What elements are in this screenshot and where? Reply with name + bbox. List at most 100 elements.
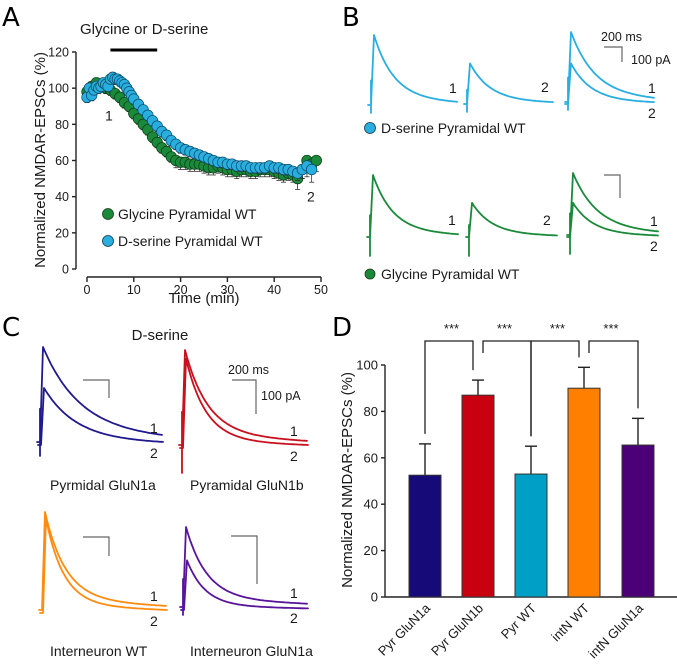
legend-label-glycine: Glycine Pyramidal WT — [381, 266, 520, 282]
time-point-label-1: 1 — [105, 107, 113, 123]
scale-bar-glycine — [604, 174, 621, 198]
legend-label-glycine: Glycine Pyramidal WT — [118, 206, 257, 222]
legend-label-dserine: D-serine Pyramidal WT — [381, 120, 526, 136]
panel-letter-d: D — [332, 313, 352, 343]
scale-bar — [604, 46, 623, 62]
panel-letter-a: A — [2, 3, 20, 33]
y-tick-label: 120 — [48, 46, 69, 60]
bar — [408, 474, 442, 598]
panel-letter-c: C — [2, 313, 20, 343]
scale-bar — [231, 535, 258, 584]
epsc-trace-after — [39, 518, 168, 614]
treatment-annotation: Glycine or D-serine — [80, 21, 208, 38]
panel-c: C D-serine 1 2 Pyrmidal GluN1a 1 2 Pyramidal … — [2, 313, 313, 659]
panel-a-axes: 0 20 40 60 80 100 120 0 10 20 30 40 50 — [48, 46, 328, 298]
epsc-trace-before — [36, 346, 163, 457]
epsc-trace-after — [465, 202, 558, 257]
epsc-trace-overlay-before — [564, 31, 655, 111]
trace-label: 2 — [541, 79, 549, 95]
y-tick-label: 100 — [48, 82, 69, 96]
series-dserine — [81, 71, 318, 183]
panel-b-scalebar: 200 ms 100 pA — [601, 30, 671, 67]
scale-amplitude-label: 100 pA — [631, 53, 671, 67]
x-tick-label: 20 — [174, 283, 188, 297]
bar — [621, 444, 655, 598]
scale-time-label: 200 ms — [228, 363, 269, 377]
scale-bar — [83, 379, 110, 398]
trace-cell: 1 2 Interneuron GluN1a — [179, 526, 313, 659]
panel-d-y-axis-label: Normalized NMDAR-EPSCs (%) — [339, 372, 356, 588]
trace-label: 2 — [150, 445, 158, 461]
scale-time-label: 200 ms — [601, 30, 642, 44]
panel-b-row-glycine: 1 2 1 2 — [366, 172, 659, 257]
significance-label: *** — [550, 321, 565, 336]
y-tick-label: 80 — [55, 118, 69, 132]
panel-b-row-dserine: 1 2 1 2 — [367, 31, 656, 121]
trace-label: 2 — [650, 238, 658, 254]
significance-label: *** — [497, 321, 512, 336]
y-tick-label: 40 — [55, 190, 69, 204]
trace-label: 2 — [648, 105, 656, 121]
epsc-trace-before — [179, 526, 308, 616]
scale-bar — [232, 379, 257, 414]
epsc-trace-overlay-after — [564, 62, 655, 105]
panel-b-legend: D-serine Pyramidal WT Glycine Pyramidal … — [364, 120, 526, 282]
y-tick-label: 80 — [364, 404, 378, 419]
panel-a-legend: Glycine Pyramidal WT D-serine Pyramidal … — [102, 206, 263, 249]
significance-label: *** — [603, 321, 618, 336]
trace-label: 1 — [150, 588, 158, 604]
significance-bracket — [424, 340, 474, 434]
trace-label: 1 — [650, 213, 658, 229]
x-tick-label: 30 — [220, 283, 234, 297]
panel-a-y-axis-label: Normalized NMDAR-EPSCs (%) — [32, 52, 49, 268]
epsc-trace-overlay-before — [566, 172, 659, 255]
y-tick-label: 20 — [364, 543, 378, 558]
significance-bracket — [588, 340, 639, 409]
significance-label: *** — [444, 321, 459, 336]
cell-type-label: Pyrmidal GluN1a — [50, 477, 156, 493]
bar — [514, 473, 548, 598]
x-tick-label: Pyr GluN1b — [428, 601, 486, 659]
x-tick-label: 50 — [314, 283, 328, 297]
x-tick-label: 0 — [84, 283, 91, 297]
epsc-trace-after — [180, 559, 309, 611]
legend-marker-dserine — [102, 235, 114, 247]
significance-bracket — [530, 340, 580, 437]
epsc-trace-before — [366, 174, 459, 257]
y-tick-label: 40 — [364, 497, 378, 512]
trace-label: 1 — [290, 585, 298, 601]
trace-cell: 1 2 Pyrmidal GluN1a — [36, 346, 164, 493]
epsc-trace-before — [178, 349, 308, 474]
bar — [461, 394, 495, 598]
panel-a-points — [81, 71, 322, 190]
cell-type-label: Interneuron GluN1a — [190, 643, 313, 659]
epsc-trace-overlay-after — [566, 202, 659, 238]
panel-a-x-axis-label: Time (min) — [168, 290, 239, 307]
epsc-trace-after — [179, 357, 309, 449]
x-tick-label: intN WT — [548, 600, 592, 644]
time-point-label-2: 2 — [307, 189, 315, 205]
trace-cell: 1 2 Pyramidal GluN1b — [178, 349, 309, 493]
x-tick-label: 10 — [127, 283, 141, 297]
y-tick-label: 60 — [364, 450, 378, 465]
trace-label: 1 — [448, 212, 456, 228]
epsc-trace-before — [367, 34, 458, 114]
trace-label: 1 — [648, 80, 656, 96]
trace-label: 1 — [290, 423, 298, 439]
y-tick-label: 60 — [55, 154, 69, 168]
panel-c-title: D-serine — [132, 327, 189, 344]
panel-letter-b: B — [342, 3, 360, 33]
data-point — [305, 163, 318, 176]
panel-b: B 1 2 1 2 1 2 1 2 200 ms 100 pA D-serine Pyram… — [342, 3, 671, 282]
cell-type-label: Interneuron WT — [50, 643, 148, 659]
legend-label-dserine: D-serine Pyramidal WT — [118, 233, 263, 249]
trace-label: 1 — [150, 420, 158, 436]
bar — [567, 387, 601, 598]
y-tick-label: 20 — [55, 226, 69, 240]
legend-marker-dserine — [364, 122, 376, 134]
